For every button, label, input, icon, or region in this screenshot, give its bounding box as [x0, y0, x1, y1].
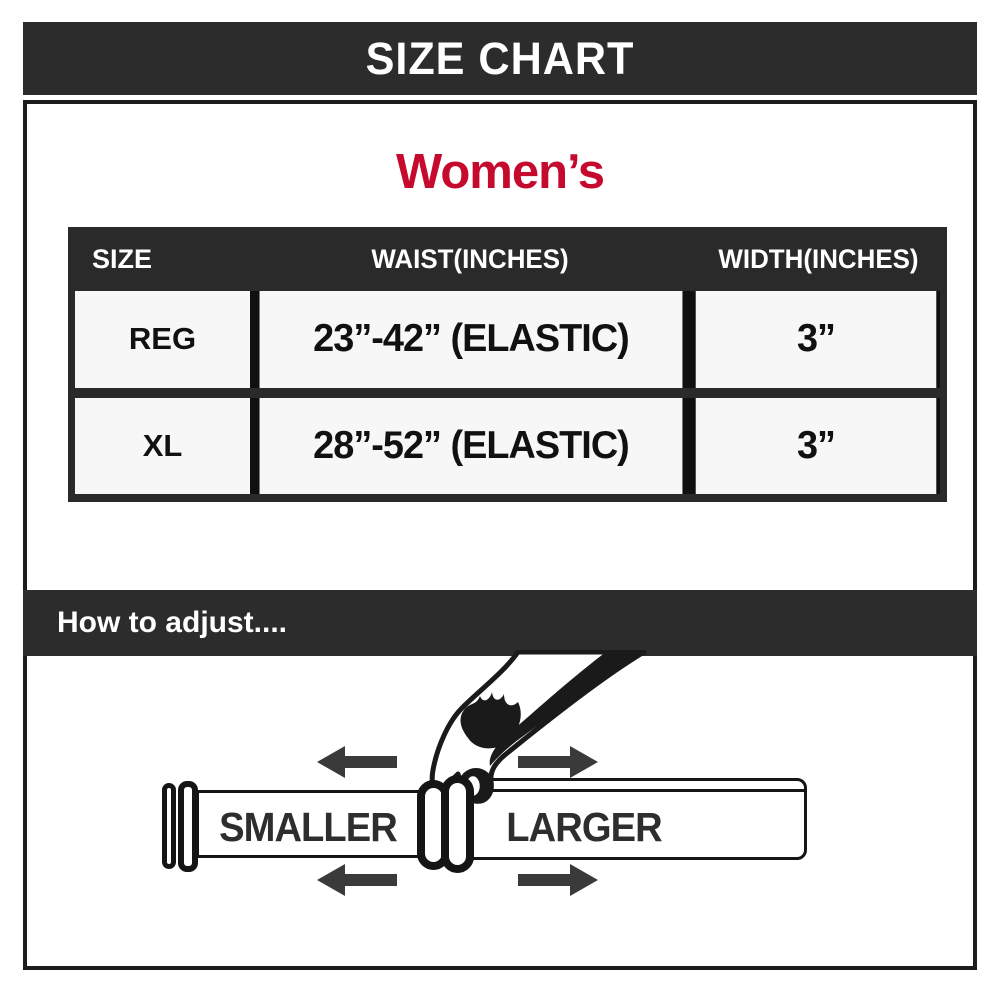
- how-to-adjust-band: How to adjust....: [23, 590, 977, 656]
- arrow-right-icon: [518, 746, 598, 778]
- arrow-left-icon: [317, 746, 397, 778]
- column-header-width: WIDTH(INCHES): [718, 243, 919, 274]
- how-to-adjust-title: How to adjust....: [57, 606, 287, 639]
- table-row: XL 28”-52” (ELASTIC) 3”: [75, 397, 940, 494]
- size-cell: XL: [75, 397, 250, 494]
- belt-strap-right: [455, 778, 807, 860]
- table-row: REG 23”-42” (ELASTIC) 3”: [75, 291, 940, 388]
- smaller-label: SMALLER: [219, 804, 398, 850]
- width-cell: 3”: [695, 291, 937, 388]
- size-table: SIZE WAIST(INCHES) WIDTH(INCHES) REG 23”…: [68, 227, 947, 502]
- title-bar: SIZE CHART: [23, 22, 977, 95]
- page-title: SIZE CHART: [365, 32, 635, 84]
- waist-cell: 28”-52” (ELASTIC): [259, 397, 683, 494]
- table-body: REG 23”-42” (ELASTIC) 3” XL 28”-52” (ELA…: [68, 291, 947, 502]
- size-cell: REG: [75, 291, 250, 388]
- column-header-size: SIZE: [92, 243, 153, 274]
- belt-buckle-icon: [178, 781, 198, 872]
- width-cell: 3”: [695, 397, 937, 494]
- content-panel: Women’s SIZE WAIST(INCHES) WIDTH(INCHES)…: [23, 100, 977, 970]
- column-header-waist: WAIST(INCHES): [371, 243, 569, 274]
- arrow-left-icon: [317, 864, 397, 896]
- belt-buckle-icon: [162, 783, 176, 869]
- section-title: Women’s: [395, 145, 605, 199]
- larger-label: LARGER: [506, 804, 662, 850]
- table-header-row: SIZE WAIST(INCHES) WIDTH(INCHES): [68, 227, 947, 291]
- belt-strap-left: [196, 790, 458, 858]
- waist-cell: 23”-42” (ELASTIC): [259, 291, 683, 388]
- arrow-right-icon: [518, 864, 598, 896]
- belt-slider-icon: [441, 775, 474, 873]
